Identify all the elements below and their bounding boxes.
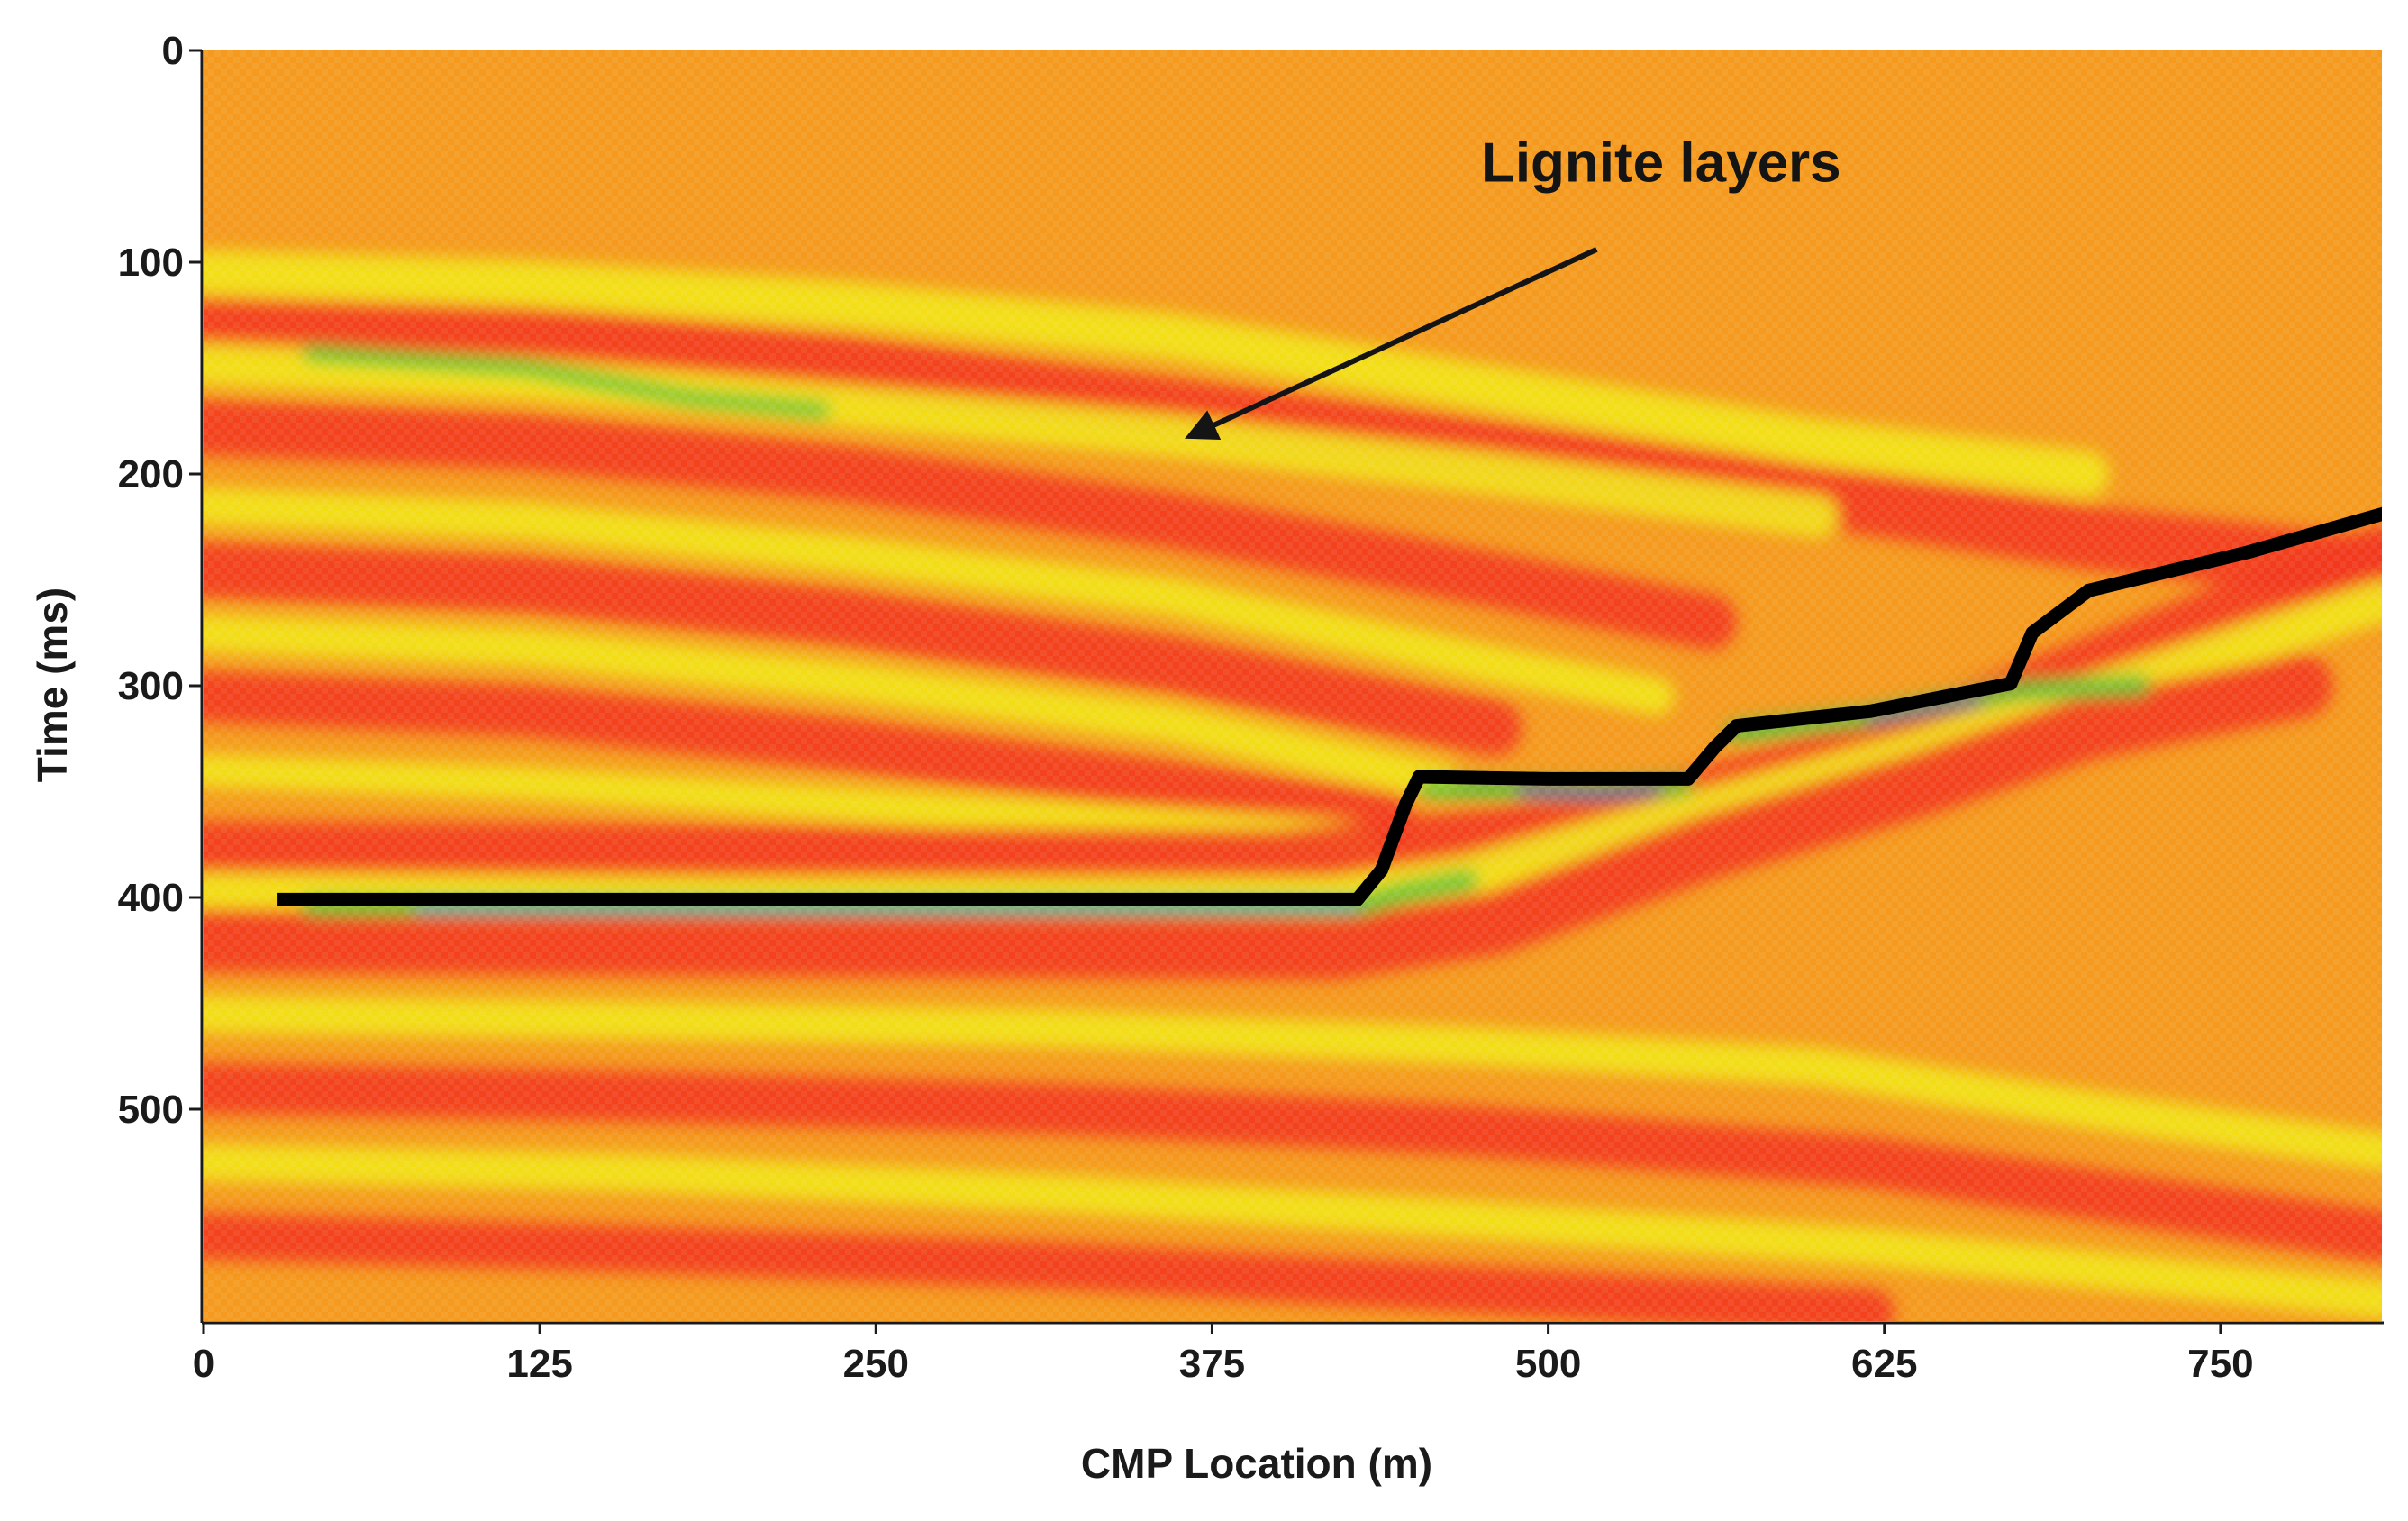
y-tick-label: 200	[118, 452, 184, 496]
y-ticks: 0 100 200 300 400 500	[118, 29, 202, 1132]
horizon-point	[683, 895, 693, 905]
y-tick-label: 500	[118, 1088, 184, 1132]
y-tick-label: 100	[118, 241, 184, 285]
x-tick-label: 250	[843, 1342, 909, 1386]
horizon-point	[925, 895, 934, 905]
y-tick-label: 0	[162, 29, 184, 73]
horizon-point	[2377, 509, 2382, 519]
x-tick-label: 0	[193, 1342, 214, 1386]
annotation-arrow	[1185, 247, 1598, 441]
horizon-point	[1866, 706, 1876, 716]
horizon-point	[1414, 772, 1424, 782]
horizon-point	[1543, 774, 1553, 784]
horizon-point	[1167, 895, 1177, 905]
horizon-point	[1401, 799, 1411, 809]
horizon-point	[2027, 628, 2037, 638]
horizon-point	[1710, 742, 1720, 752]
axes: 0 125 250 375 500 625 750 0 100 200 300 400 500 CMP…	[29, 29, 2384, 1487]
annotation-label: Lignite layers	[1481, 132, 1841, 195]
horizon-point	[279, 895, 289, 905]
y-axis-title: Time (ms)	[29, 587, 76, 782]
horizon-point	[1683, 774, 1693, 784]
x-tick-label: 375	[1179, 1342, 1245, 1386]
y-tick-label: 400	[118, 876, 184, 920]
x-tick-label: 125	[506, 1342, 572, 1386]
y-tick-label: 300	[118, 664, 184, 708]
horizon-point	[2242, 547, 2252, 557]
plot-area	[204, 50, 2382, 1321]
horizon-point	[2084, 586, 2094, 596]
horizon-point	[1731, 721, 1741, 731]
x-tick-label: 625	[1851, 1342, 1917, 1386]
x-tick-label: 750	[2187, 1342, 2253, 1386]
texture-overlay	[204, 50, 2382, 1321]
annotations: Lignite layers	[1185, 132, 1841, 441]
x-ticks: 0 125 250 375 500 625 750	[193, 1323, 2254, 1386]
x-axis-title: CMP Location (m)	[1081, 1440, 1432, 1487]
horizon-point	[1352, 895, 1362, 905]
picked-horizon	[277, 506, 2382, 906]
horizon-point	[441, 895, 450, 905]
horizon-point	[2006, 679, 2016, 688]
x-tick-label: 500	[1515, 1342, 1581, 1386]
horizon-point	[1377, 865, 1386, 875]
